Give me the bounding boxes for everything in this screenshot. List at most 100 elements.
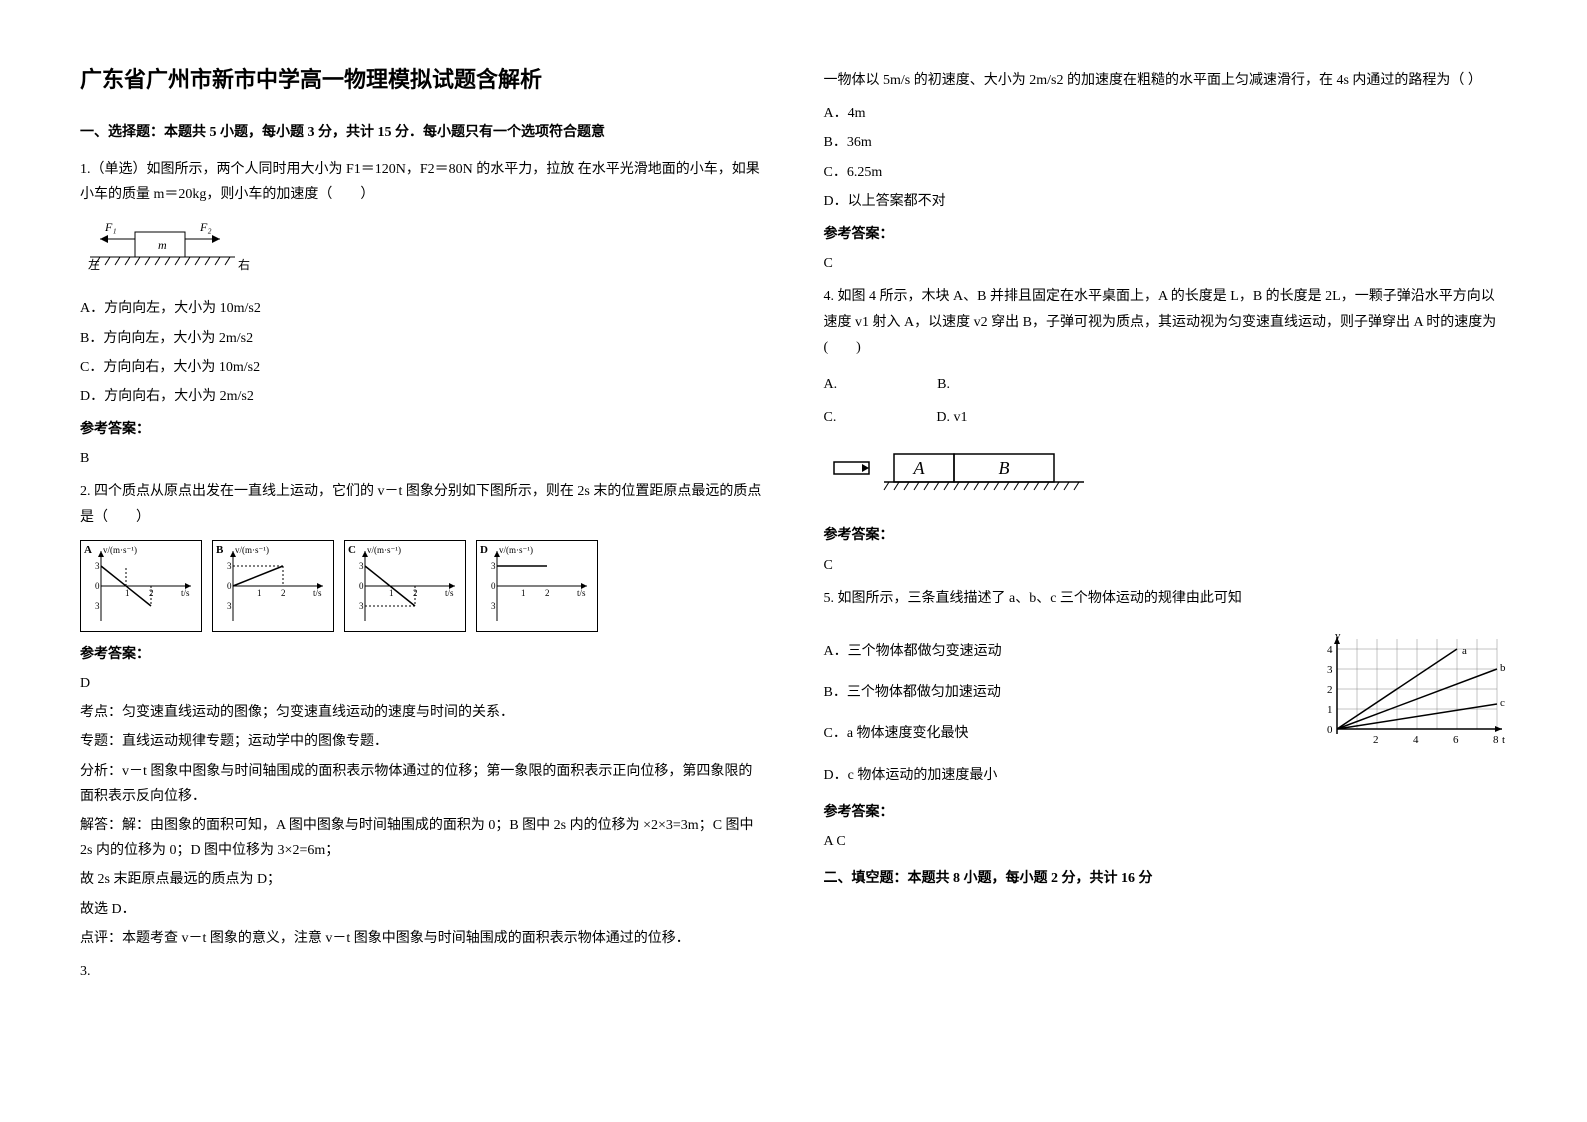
q2-analysis-1: 专题：直线运动规律专题；运动学中的图像专题． xyxy=(80,729,764,754)
q4-opt-b: B. xyxy=(937,372,950,397)
q4-figure: A B xyxy=(824,444,1508,513)
q1-m-label: m xyxy=(158,238,167,252)
svg-text:2: 2 xyxy=(413,588,418,598)
svg-text:3: 3 xyxy=(95,561,100,571)
q3-text: 一物体以 5m/s 的初速度、大小为 2m/s2 的加速度在粗糙的水平面上匀减速… xyxy=(824,68,1508,93)
q3-answer-label: 参考答案： xyxy=(824,222,1508,247)
doc-title: 广东省广州市新市中学高一物理模拟试题含解析 xyxy=(80,60,764,100)
q3-opt-d: D．以上答案都不对 xyxy=(824,189,1508,214)
q1-f1-label: F₁ xyxy=(104,220,117,234)
q1-opt-c: C．方向向右，大小为 10m/s2 xyxy=(80,355,764,380)
q3-opt-b: B．36m xyxy=(824,130,1508,155)
svg-text:v/(m·s⁻¹): v/(m·s⁻¹) xyxy=(235,545,269,555)
q5-opt-c: C．a 物体速度变化最快 xyxy=(824,721,1278,746)
svg-text:2: 2 xyxy=(281,588,286,598)
svg-text:0: 0 xyxy=(359,581,364,591)
svg-text:a: a xyxy=(1462,645,1467,657)
svg-text:b: b xyxy=(1500,662,1506,674)
q4-text: 4. 如图 4 所示，木块 A、B 并排且固定在水平桌面上，A 的长度是 L，B… xyxy=(824,284,1508,360)
q4-answer: C xyxy=(824,553,1508,578)
svg-text:6: 6 xyxy=(1453,734,1459,746)
q5-opt-a: A．三个物体都做匀变速运动 xyxy=(824,639,1278,664)
svg-text:0: 0 xyxy=(1327,724,1333,736)
q4-answer-label: 参考答案： xyxy=(824,523,1508,548)
svg-text:3: 3 xyxy=(227,601,232,611)
svg-text:3: 3 xyxy=(359,601,364,611)
q4-opt-d: D. v1 xyxy=(936,405,967,430)
q2-analysis-2: 分析：v－t 图象中图象与时间轴围成的面积表示物体通过的位移；第一象限的面积表示… xyxy=(80,759,764,809)
svg-text:v: v xyxy=(1335,630,1341,642)
svg-text:3: 3 xyxy=(491,561,496,571)
svg-text:t/s: t/s xyxy=(313,588,322,598)
q2-analysis-4: 故 2s 末距原点最远的质点为 D； xyxy=(80,867,764,892)
q1-answer-label: 参考答案： xyxy=(80,417,764,442)
q2-analysis-6: 点评：本题考查 v－t 图象的意义，注意 v－t 图象中图象与时间轴围成的面积表… xyxy=(80,926,764,951)
q4-opt-a: A. xyxy=(824,372,838,397)
svg-text:2: 2 xyxy=(1327,684,1333,696)
q5-chart: 0 1 2 3 4 2 4 6 8 v t a b c xyxy=(1307,629,1507,778)
svg-text:1: 1 xyxy=(389,588,394,598)
q2-chart-a: A v/(m·s⁻¹) 3 0 3 1 2 t/s xyxy=(80,540,202,632)
svg-text:0: 0 xyxy=(95,581,100,591)
svg-text:1: 1 xyxy=(257,588,262,598)
svg-text:3: 3 xyxy=(95,601,100,611)
svg-text:v/(m·s⁻¹): v/(m·s⁻¹) xyxy=(367,545,401,555)
q2-chart-c: C v/(m·s⁻¹) 3 0 3 1 2 t/s xyxy=(344,540,466,632)
svg-text:4: 4 xyxy=(1327,644,1333,656)
svg-text:t: t xyxy=(1502,734,1505,746)
svg-text:t/s: t/s xyxy=(577,588,586,598)
q1-text: 1.（单选）如图所示，两个人同时用大小为 F1＝120N，F2＝80N 的水平力… xyxy=(80,157,764,207)
q2-analysis-5: 故选 D． xyxy=(80,897,764,922)
left-column: 广东省广州市新市中学高一物理模拟试题含解析 一、选择题：本题共 5 小题，每小题… xyxy=(80,60,764,992)
q1-left-label: 左 xyxy=(88,257,100,272)
q1-opt-d: D．方向向右，大小为 2m/s2 xyxy=(80,384,764,409)
right-column: 一物体以 5m/s 的初速度、大小为 2m/s2 的加速度在粗糙的水平面上匀减速… xyxy=(824,60,1508,992)
svg-text:3: 3 xyxy=(359,561,364,571)
q1-answer: B xyxy=(80,446,764,471)
q1-opt-b: B．方向向左，大小为 2m/s2 xyxy=(80,326,764,351)
q3-opt-c: C．6.25m xyxy=(824,160,1508,185)
q2-charts: A v/(m·s⁻¹) 3 0 3 1 2 t/s B v/(m·s⁻¹ xyxy=(80,540,764,632)
q1-right-label: 右 xyxy=(238,257,250,272)
q5-opt-d: D．c 物体运动的加速度最小 xyxy=(824,763,1278,788)
q3-answer: C xyxy=(824,251,1508,276)
q1-figure: m F₁ F₂ 左 右 xyxy=(80,217,764,286)
svg-text:A: A xyxy=(912,458,925,478)
svg-text:B: B xyxy=(216,544,224,556)
svg-text:v/(m·s⁻¹): v/(m·s⁻¹) xyxy=(103,545,137,555)
svg-text:v/(m·s⁻¹): v/(m·s⁻¹) xyxy=(499,545,533,555)
svg-text:A: A xyxy=(84,544,92,556)
svg-text:0: 0 xyxy=(491,581,496,591)
q4-opt-c: C. xyxy=(824,405,837,430)
svg-text:1: 1 xyxy=(1327,704,1333,716)
svg-text:8: 8 xyxy=(1493,734,1499,746)
svg-text:3: 3 xyxy=(227,561,232,571)
q5-answer-label: 参考答案： xyxy=(824,800,1508,825)
q5-answer: A C xyxy=(824,829,1508,854)
q3-opt-a: A．4m xyxy=(824,101,1508,126)
svg-text:4: 4 xyxy=(1413,734,1419,746)
svg-text:c: c xyxy=(1500,697,1505,709)
svg-text:B: B xyxy=(998,458,1009,478)
svg-text:D: D xyxy=(480,544,488,556)
svg-text:2: 2 xyxy=(545,588,550,598)
q5-text: 5. 如图所示，三条直线描述了 a、b、c 三个物体运动的规律由此可知 xyxy=(824,586,1508,611)
svg-text:t/s: t/s xyxy=(181,588,190,598)
q2-analysis-0: 考点：匀变速直线运动的图像；匀变速直线运动的速度与时间的关系． xyxy=(80,700,764,725)
svg-text:2: 2 xyxy=(1373,734,1379,746)
q2-answer: D xyxy=(80,671,764,696)
section2-header: 二、填空题：本题共 8 小题，每小题 2 分，共计 16 分 xyxy=(824,866,1508,891)
svg-text:3: 3 xyxy=(1327,664,1333,676)
q2-chart-d: D v/(m·s⁻¹) 3 0 3 1 2 t/s xyxy=(476,540,598,632)
q1-opt-a: A．方向向左，大小为 10m/s2 xyxy=(80,296,764,321)
q5-opt-b: B．三个物体都做匀加速运动 xyxy=(824,680,1278,705)
q2-text: 2. 四个质点从原点出发在一直线上运动，它们的 v－t 图象分别如下图所示，则在… xyxy=(80,479,764,529)
svg-text:2: 2 xyxy=(149,588,154,598)
q2-answer-label: 参考答案： xyxy=(80,642,764,667)
svg-text:1: 1 xyxy=(521,588,526,598)
svg-text:C: C xyxy=(348,544,356,556)
q2-analysis-3: 解答：解：由图象的面积可知，A 图中图象与时间轴围成的面积为 0；B 图中 2s… xyxy=(80,813,764,863)
q3-number: 3. xyxy=(80,959,764,984)
svg-text:0: 0 xyxy=(227,581,232,591)
q2-chart-b: B v/(m·s⁻¹) 3 0 3 1 2 t/s xyxy=(212,540,334,632)
